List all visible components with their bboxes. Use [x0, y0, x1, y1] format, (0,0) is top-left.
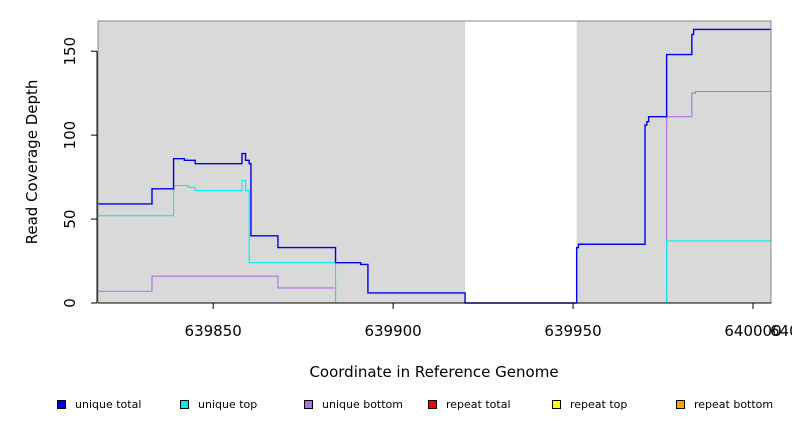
legend-item: repeat bottom [676, 398, 773, 411]
series-line-unique-top [98, 179, 771, 304]
legend-swatch [552, 400, 561, 409]
legend-label: unique top [198, 398, 258, 411]
x-tick-label: 639950 [544, 322, 601, 340]
legend-item: unique bottom [304, 398, 403, 411]
legend-swatch [180, 400, 189, 409]
legend-item: repeat total [428, 398, 511, 411]
legend-swatch [304, 400, 313, 409]
legend-item: repeat top [552, 398, 627, 411]
x-axis-title: Coordinate in Reference Genome [309, 363, 558, 381]
x-tick-label: 639900 [364, 322, 421, 340]
legend-swatch [57, 400, 66, 409]
y-tick-label: 100 [61, 121, 79, 150]
legend: unique total unique top unique bottom repea… [0, 398, 792, 422]
legend-item: unique total [57, 398, 141, 411]
plot-background [98, 21, 771, 303]
series-line-unique-bottom [98, 90, 771, 304]
legend-label: unique total [75, 398, 142, 411]
y-tick-label: 0 [61, 298, 79, 308]
x-tick-label: 64005 [770, 322, 792, 340]
legend-swatch [428, 400, 437, 409]
gap-region [465, 21, 577, 303]
legend-item: unique top [180, 398, 257, 411]
y-tick-label: 50 [61, 210, 79, 229]
y-axis-title: Read Coverage Depth [23, 80, 41, 245]
legend-label: repeat bottom [694, 398, 774, 411]
legend-label: repeat total [446, 398, 511, 411]
legend-label: unique bottom [322, 398, 404, 411]
legend-label: repeat top [570, 398, 628, 411]
y-tick-label: 150 [61, 37, 79, 66]
series-line-unique-total [98, 28, 771, 304]
legend-swatch [676, 400, 685, 409]
x-tick-label: 639850 [185, 322, 242, 340]
axes-layer: 639850 639900 639950 64000064005 0 50 100 150 [61, 37, 792, 340]
x-tick-label: 640000 [724, 322, 781, 340]
